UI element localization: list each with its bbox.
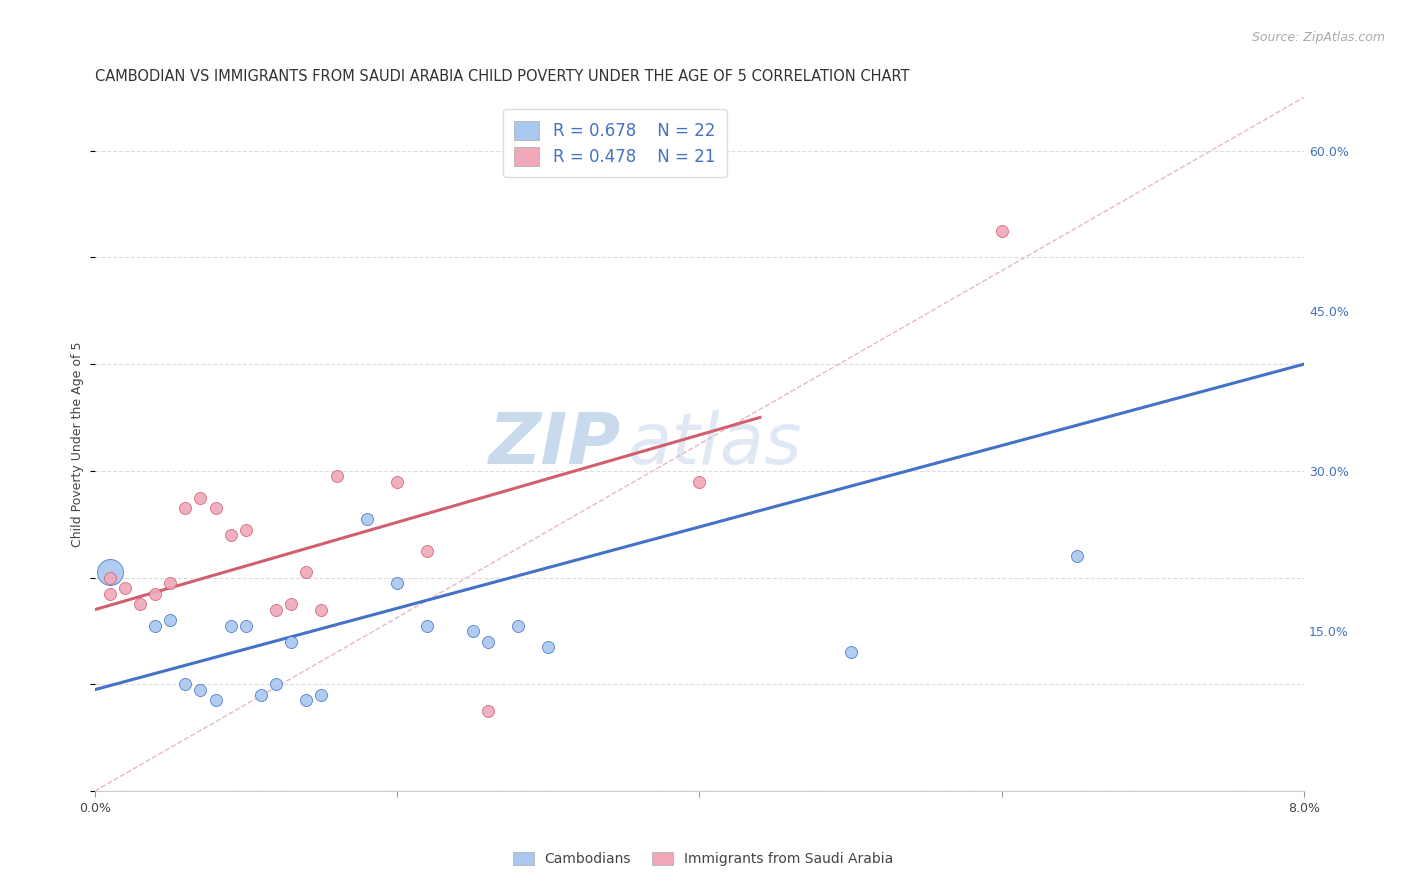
Text: atlas: atlas: [627, 409, 801, 479]
Point: [839, 645, 862, 659]
Point: [477, 704, 499, 718]
Legend: R = 0.678    N = 22, R = 0.478    N = 21: R = 0.678 N = 22, R = 0.478 N = 21: [503, 109, 727, 178]
Text: Source: ZipAtlas.com: Source: ZipAtlas.com: [1251, 31, 1385, 45]
Point: [990, 224, 1012, 238]
Point: [280, 634, 302, 648]
Point: [385, 475, 408, 489]
Point: [143, 618, 166, 632]
Point: [129, 597, 152, 611]
Point: [143, 587, 166, 601]
Point: [98, 566, 121, 580]
Point: [477, 634, 499, 648]
Point: [264, 677, 287, 691]
Point: [174, 501, 197, 516]
Point: [159, 613, 181, 627]
Point: [537, 640, 560, 654]
Point: [506, 618, 529, 632]
Point: [461, 624, 484, 638]
Point: [688, 475, 710, 489]
Point: [219, 618, 242, 632]
Point: [174, 677, 197, 691]
Point: [385, 576, 408, 591]
Point: [219, 528, 242, 542]
Point: [356, 512, 378, 526]
Point: [416, 544, 439, 558]
Title: CAMBODIAN VS IMMIGRANTS FROM SAUDI ARABIA CHILD POVERTY UNDER THE AGE OF 5 CORRE: CAMBODIAN VS IMMIGRANTS FROM SAUDI ARABI…: [94, 69, 910, 84]
Point: [295, 693, 318, 707]
Point: [311, 602, 333, 616]
Point: [250, 688, 273, 702]
Point: [235, 523, 257, 537]
Point: [311, 688, 333, 702]
Point: [190, 682, 212, 697]
Y-axis label: Child Poverty Under the Age of 5: Child Poverty Under the Age of 5: [72, 342, 84, 547]
Point: [98, 587, 121, 601]
Point: [325, 469, 347, 483]
Point: [159, 576, 181, 591]
Point: [204, 501, 226, 516]
Point: [264, 602, 287, 616]
Point: [190, 491, 212, 505]
Point: [98, 571, 121, 585]
Legend: Cambodians, Immigrants from Saudi Arabia: Cambodians, Immigrants from Saudi Arabia: [508, 847, 898, 871]
Point: [295, 566, 318, 580]
Point: [1066, 549, 1088, 564]
Text: ZIP: ZIP: [488, 409, 621, 479]
Point: [416, 618, 439, 632]
Point: [280, 597, 302, 611]
Point: [114, 582, 136, 596]
Point: [204, 693, 226, 707]
Point: [235, 618, 257, 632]
